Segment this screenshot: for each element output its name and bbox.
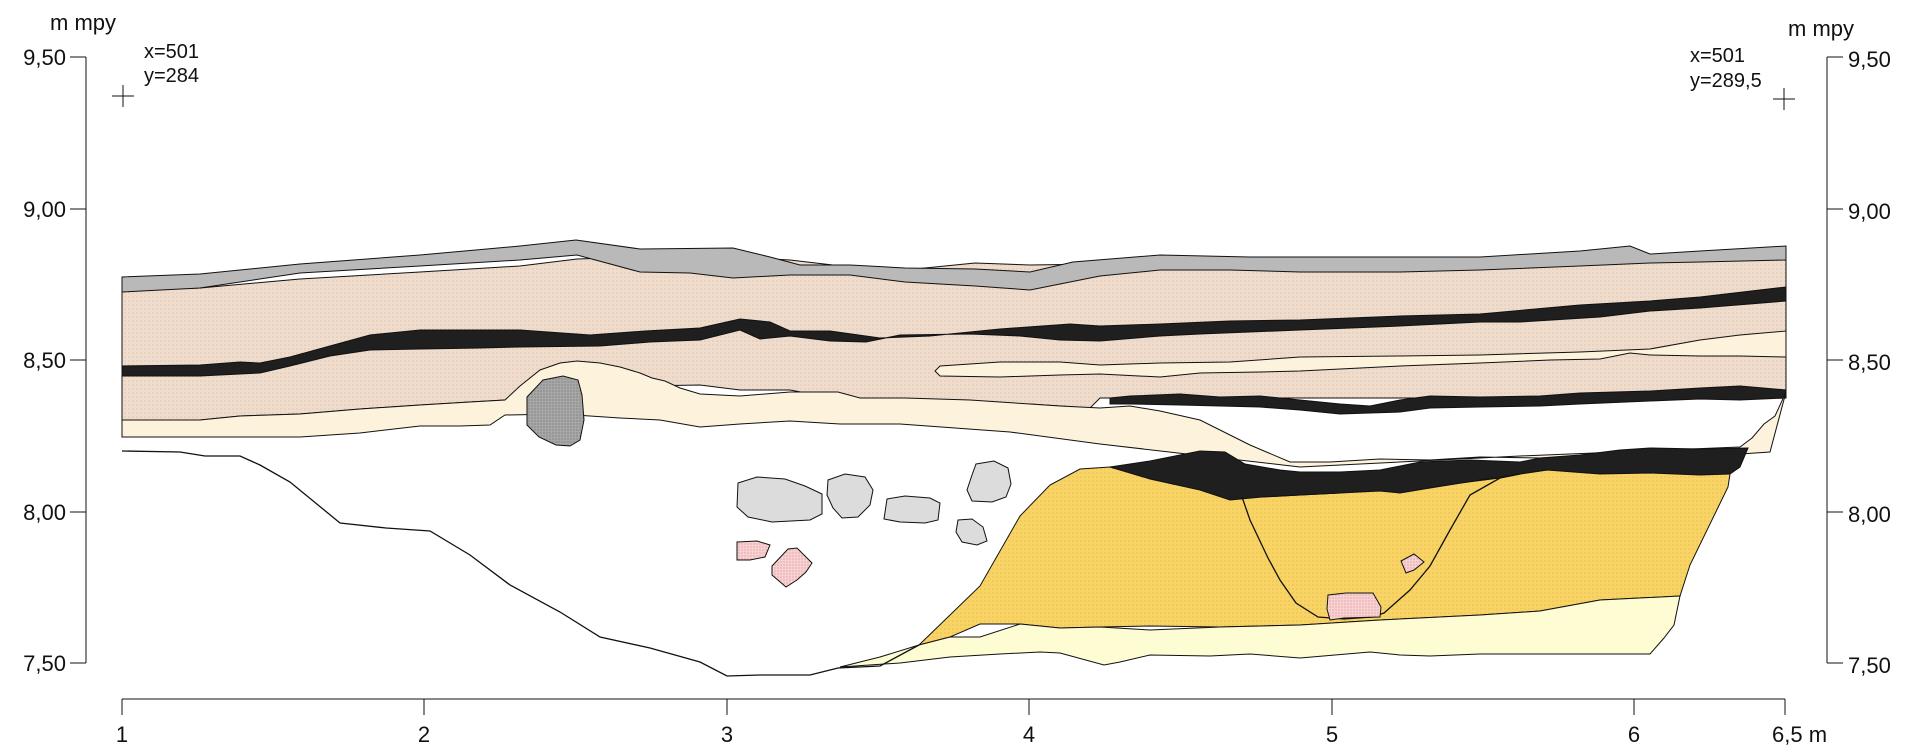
charcoal-band-lower: [1109, 385, 1787, 415]
brick-fragment: [736, 540, 771, 561]
stone: [826, 473, 874, 519]
pale-yellow-layer: [839, 595, 1681, 668]
charcoal-band-upper: [121, 286, 1787, 377]
left-tick-label: 8,50: [23, 348, 66, 373]
bottom-tick-label: 1: [116, 722, 128, 747]
right-tick-label: 8,50: [1848, 350, 1891, 375]
boulder: [526, 375, 585, 447]
right-point-y: y=289,5: [1690, 70, 1762, 92]
left-tick-label: 7,50: [23, 651, 66, 676]
stone: [883, 495, 941, 524]
left-axis: m mpy 9,50 9,00 8,50 8,00 7,50: [23, 10, 116, 676]
bottom-tick-label: 2: [418, 722, 430, 747]
right-axis-unit: m mpy: [1788, 16, 1854, 41]
stone: [736, 476, 823, 523]
crosshair-icon: [1773, 88, 1795, 110]
right-tick-label: 9,50: [1848, 47, 1891, 72]
right-tick-label: 7,50: [1848, 653, 1891, 678]
topsoil-layer: [121, 239, 1787, 293]
left-tick-label: 9,00: [23, 197, 66, 222]
bottom-tick-label: 4: [1023, 722, 1035, 747]
right-point-marker: x=501 y=289,5: [1690, 45, 1795, 110]
stratigraphy: [121, 239, 1787, 677]
light-sand-lens: [934, 330, 1787, 378]
right-point-x: x=501: [1690, 45, 1745, 67]
brick-fragment: [1326, 592, 1382, 621]
right-axis: m mpy 9,50 9,00 8,50 8,00 7,50: [1788, 16, 1891, 678]
stone: [955, 518, 988, 546]
left-point-marker: x=501 y=284: [112, 41, 199, 107]
crosshair-icon: [112, 85, 134, 107]
left-axis-unit: m mpy: [50, 10, 116, 35]
brick-fragment: [771, 547, 813, 588]
stone: [966, 460, 1012, 503]
right-tick-label: 9,00: [1848, 199, 1891, 224]
pit-charcoal: [1109, 447, 1749, 501]
cut-boundary-line: [121, 450, 920, 677]
brick-fragment: [1400, 553, 1425, 574]
left-point-x: x=501: [144, 41, 199, 63]
bottom-tick-label: 3: [721, 722, 733, 747]
bottom-tick-label: 6: [1628, 722, 1640, 747]
right-tick-label: 8,00: [1848, 502, 1891, 527]
left-tick-label: 8,00: [23, 500, 66, 525]
bottom-tick-label: 6,5 m: [1772, 722, 1827, 747]
left-tick-label: 9,50: [23, 45, 66, 70]
left-point-y: y=284: [144, 65, 199, 87]
bottom-axis: 1 2 3 4 5 6 6,5 m: [116, 698, 1827, 747]
bottom-tick-label: 5: [1326, 722, 1338, 747]
